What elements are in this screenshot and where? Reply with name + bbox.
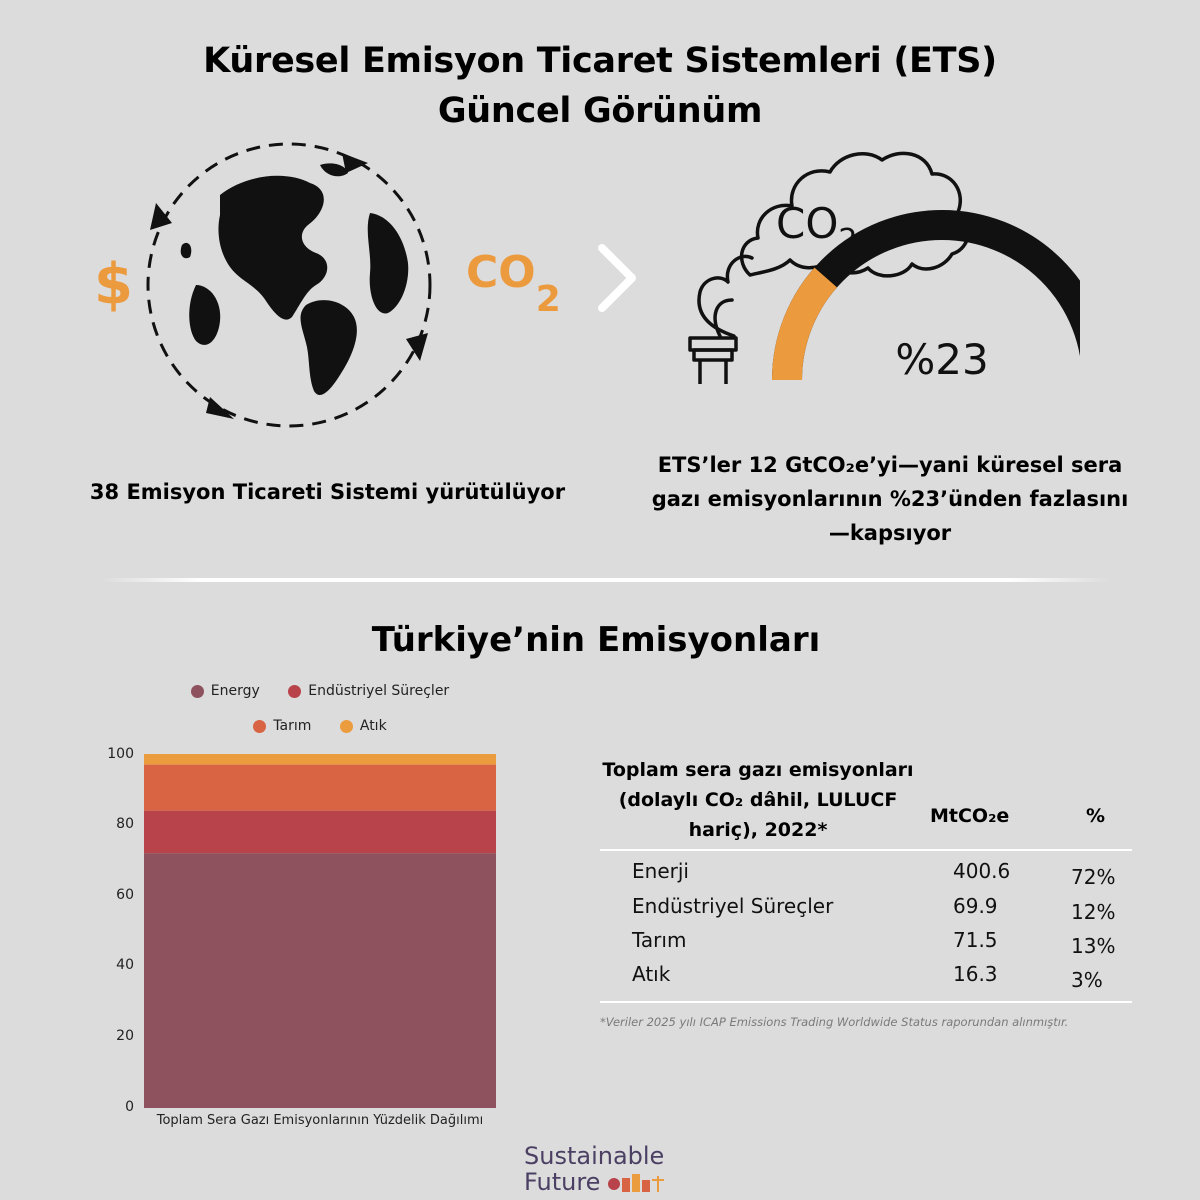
section-title: Türkiye’nin Emisyonları [371,620,821,660]
y-tick-label: 0 [125,1099,134,1115]
table-row: Atık 16.3 3% [600,962,1132,996]
legend-item-waste[interactable]: Atık [339,718,387,734]
row-percent: 12% [1071,900,1116,924]
y-tick-label: 40 [116,957,134,973]
legend-item-industrial[interactable]: Endüstriyel Süreçler [288,683,449,699]
globe-illustration: $ CO2 [94,142,561,428]
footnote: *Veriler 2025 yılı ICAP Emissions Tradin… [600,1015,1069,1029]
row-label: Endüstriyel Süreçler [632,894,834,918]
orbit-arrow-icon [206,397,234,419]
dashed-orbit [146,142,432,428]
row-percent: 72% [1071,865,1116,889]
bar-segment-1 [144,853,496,1108]
legend-label: Energy [210,683,260,699]
page-title-line2: Güncel Görünüm [437,91,763,131]
table-header-percent: % [1086,805,1106,827]
row-value: 16.3 [953,962,998,986]
legend-dot [339,719,353,733]
chevron-right-icon [598,244,636,312]
row-label: Enerji [632,859,689,883]
legend-item-agriculture[interactable]: Tarım [253,718,311,734]
row-label: Atık [632,962,671,986]
gauge-label: %23 [895,335,988,384]
legend-label: Atık [359,718,387,734]
table-row: Endüstriyel Süreçler 69.9 12% [600,894,1132,928]
legend-dot [190,684,204,698]
row-value: 400.6 [953,859,1011,883]
brand-line1: Sustainable [524,1142,665,1170]
ets-count-caption: 38 Emisyon Ticareti Sistemi yürütülüyor [89,480,566,504]
table-header-metric: Toplam sera gazı emisyonları (dolaylı CO… [602,759,914,841]
factory-chimney-icon [688,336,738,384]
dollar-icon: $ [94,252,133,317]
table-row: Tarım 71.5 13% [600,928,1132,962]
chart-legend-row2: Tarım Atık [0,718,640,737]
row-label: Tarım [632,928,687,952]
city-skyline-icon [608,1174,665,1192]
table-rule [600,849,1132,851]
brand-logo: Sustainable Future [524,1143,694,1195]
y-tick-label: 100 [107,746,134,762]
legend-label: Endüstriyel Süreçler [308,683,450,699]
row-value: 71.5 [953,928,998,952]
y-tick-label: 20 [116,1028,134,1044]
orbit-arrow-icon [150,203,172,230]
gauge-chart [772,210,1080,381]
legend-item-energy[interactable]: Energy [190,683,260,699]
gauge-fill [772,267,838,381]
y-tick-label: 80 [116,816,134,832]
row-percent: 13% [1071,934,1116,958]
brand-line2: Future [524,1168,601,1196]
legend-dot [288,684,302,698]
section-divider [100,578,1110,582]
co2-icon: CO2 [466,247,561,320]
bar-segment-3 [144,764,496,811]
x-category-label: Toplam Sera Gazı Emisyonlarının Yüzdelik… [156,1113,484,1128]
table-header-unit: MtCO₂e [930,805,1010,827]
y-tick-label: 60 [116,887,134,903]
table-row: Enerji 400.6 72% [600,859,1132,893]
stacked-bar-chart [144,754,496,1108]
globe-icon [176,163,409,399]
ets-coverage-caption: ETS’ler 12 GtCO₂e’yi—yani küresel sera g… [651,453,1129,545]
row-percent: 3% [1071,968,1103,992]
orbit-arrow-icon [406,333,428,361]
page-title-line1: Küresel Emisyon Ticaret Sistemleri (ETS) [203,41,997,81]
table-rule [600,1001,1132,1003]
legend-label: Tarım [273,718,312,734]
ets-illustration: CO2 %23 [688,151,1080,384]
legend-dot [253,719,267,733]
page-title: Küresel Emisyon Ticaret Sistemleri (ETS)… [0,36,1200,136]
chart-legend-row1: Energy Endüstriyel Süreçler [0,683,640,702]
bar-segment-4 [144,754,496,765]
bar-segment-2 [144,810,496,854]
orbit-arrow-icon [342,153,368,173]
row-value: 69.9 [953,894,998,918]
